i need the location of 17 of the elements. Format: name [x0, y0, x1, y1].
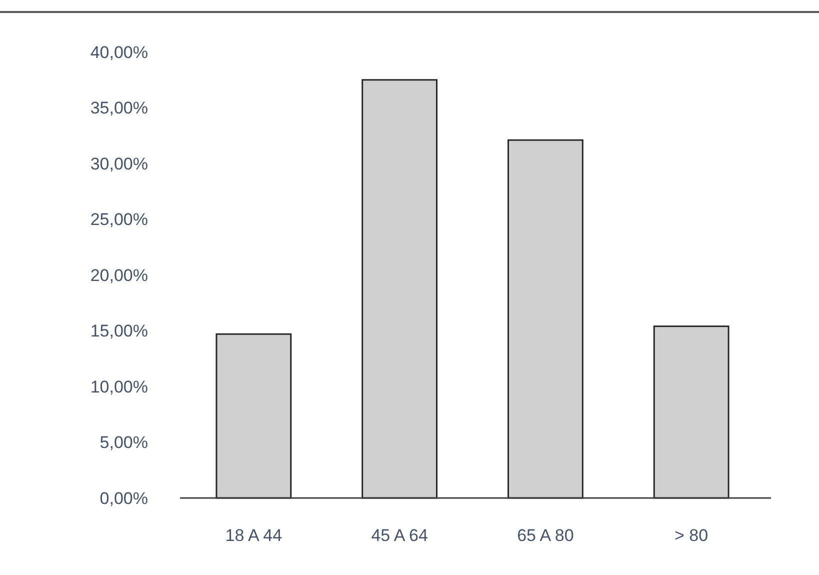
y-tick-label: 40,00% — [90, 42, 148, 62]
y-tick-label: 5,00% — [100, 433, 148, 452]
bar — [216, 333, 292, 499]
y-tick-label: 0,00% — [100, 488, 148, 508]
x-tick-label: > 80 — [674, 526, 708, 545]
x-tick-label: 45 A 64 — [371, 526, 428, 545]
x-tick-label: 18 A 44 — [225, 526, 282, 545]
y-tick-label: 35,00% — [90, 98, 148, 118]
bar — [653, 326, 730, 499]
bar — [362, 79, 438, 499]
x-tick-label: 65 A 80 — [517, 526, 574, 545]
y-tick-label: 20,00% — [90, 266, 148, 285]
y-tick-label: 30,00% — [90, 154, 148, 174]
y-tick-label: 10,00% — [90, 377, 148, 396]
bar — [507, 139, 584, 499]
y-tick-label: 15,00% — [90, 322, 148, 341]
y-tick-label: 25,00% — [90, 210, 148, 230]
